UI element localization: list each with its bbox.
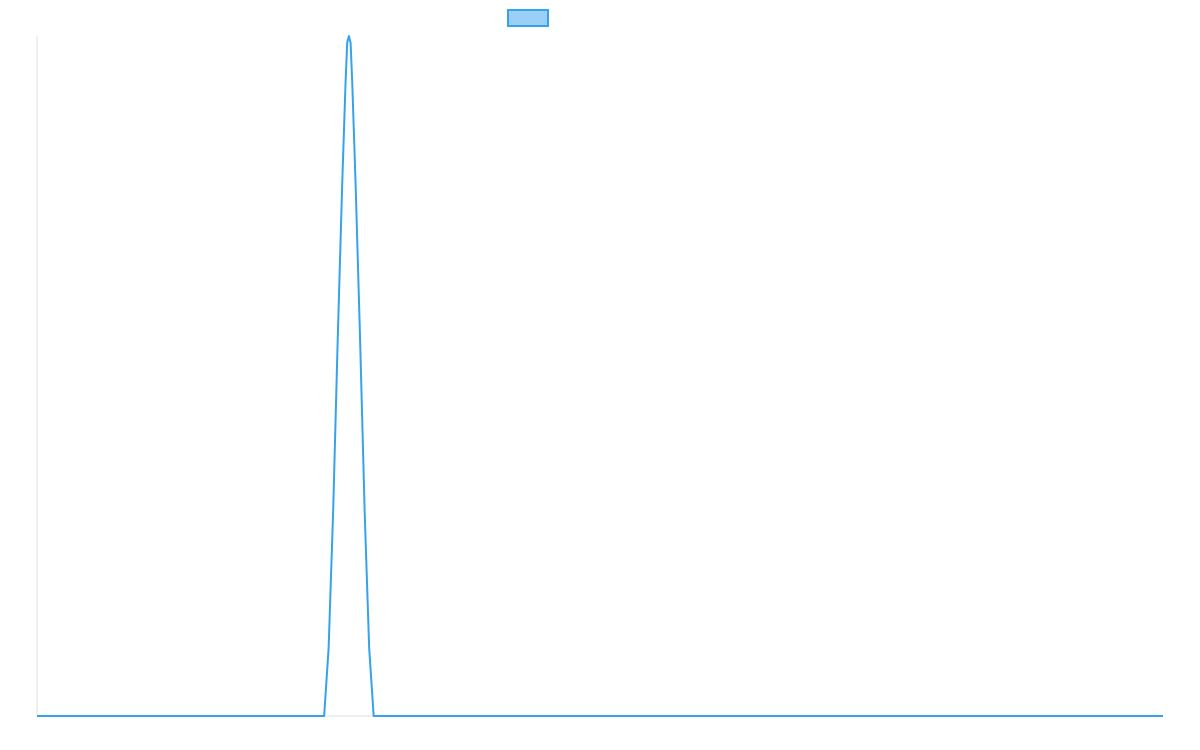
legend — [507, 9, 549, 27]
legend-swatch[interactable] — [507, 9, 549, 27]
axes — [36, 36, 1163, 717]
series-line — [37, 35, 1163, 717]
series-layer — [37, 35, 1163, 717]
